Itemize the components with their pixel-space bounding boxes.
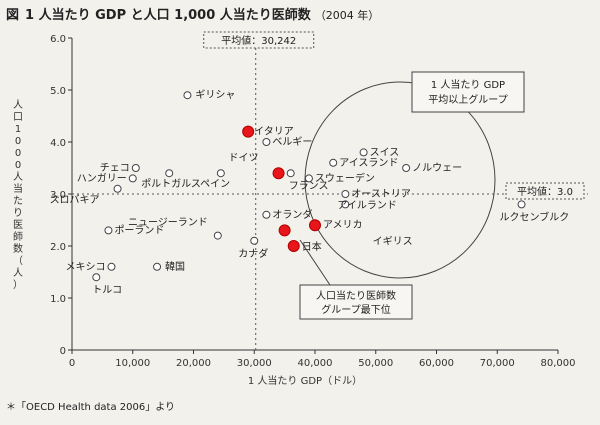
data-point-label: ギリシャ [195, 89, 235, 101]
doctor-group-callout-box [299, 284, 413, 320]
data-point-label: スウェーデン [315, 171, 375, 184]
data-point-label: アメリカ [323, 219, 363, 231]
data-point-label: イギリス [373, 235, 413, 247]
x-mean-label: 平均値：30,242 [221, 34, 296, 47]
data-point [341, 200, 350, 209]
data-point [216, 169, 225, 178]
highlighted-data-point [272, 167, 285, 180]
data-point [113, 184, 122, 193]
data-point [286, 169, 295, 178]
data-point-label: 韓国 [165, 261, 185, 273]
highlighted-data-point [287, 240, 300, 252]
source-note: ＊「OECD Health data 2006」より [6, 402, 176, 413]
x-tick-label: 80,000 [541, 358, 576, 369]
y-tick-label: 6.0 [50, 34, 66, 45]
x-tick-label: 20,000 [176, 358, 211, 369]
data-point-label: カナダ [238, 247, 268, 260]
data-point [213, 231, 222, 240]
y-tick-label: 3.0 [50, 190, 66, 201]
figure-title-block: 図 1 人当たり GDP と人口 1,000 人当たり医師数 （2004 年） [6, 4, 379, 23]
y-tick-label: 4.0 [50, 138, 66, 149]
data-point [92, 273, 101, 282]
highlighted-data-point [309, 219, 321, 232]
data-point [329, 158, 338, 167]
highlighted-data-point [242, 125, 255, 138]
data-point-label: ドイツ [229, 153, 259, 164]
data-point [262, 138, 271, 146]
y-tick-label: 2.0 [50, 242, 66, 253]
doctor-group-callout-line: 人口当たり医師数 [316, 289, 396, 302]
data-point [131, 164, 140, 172]
data-point-label: ルクセンブルク [500, 210, 570, 223]
data-point [153, 262, 162, 271]
data-point-label: ノルウェー [412, 162, 462, 174]
y-axis-title: 人口 1 0 0 0 人当たり医師数（人） [13, 99, 23, 291]
data-point-label: オランダ [272, 208, 312, 221]
gdp-group-callout-line: 1 人当たり GDP [431, 78, 505, 91]
data-point-label: チェコ [100, 162, 130, 174]
data-point [250, 236, 259, 245]
data-point [402, 164, 411, 172]
data-point-label: トルコ [92, 285, 122, 296]
doctor-group-callout-line: グループ最下位 [321, 303, 390, 316]
x-tick-label: 70,000 [480, 358, 515, 369]
y-tick-label: 5.0 [50, 86, 66, 97]
data-point [341, 190, 350, 198]
y-mean-label-box [505, 182, 585, 200]
x-axis-title: 1 人当たり GDP（ドル） [248, 374, 362, 387]
data-point [107, 262, 116, 271]
x-tick-label: 30,000 [237, 358, 272, 369]
highlighted-data-point [278, 224, 291, 237]
x-tick-label: 10,000 [115, 358, 150, 369]
y-mean-label: 平均値：3.0 [517, 185, 573, 198]
data-point-label: ニュージーランド [128, 217, 208, 229]
data-point-label: ポーランド [114, 224, 164, 236]
data-point [262, 210, 271, 219]
data-point [359, 148, 368, 157]
data-point-label: スロバキア [50, 194, 100, 206]
data-point [104, 226, 113, 235]
data-point [183, 91, 192, 100]
x-tick-label: 50,000 [358, 358, 393, 369]
gdp-group-callout-box [411, 71, 525, 113]
data-point-label: イタリア [254, 126, 294, 138]
data-point [517, 200, 526, 209]
chart-subtitle: （2004 年） [314, 9, 380, 22]
data-point-label: スイス [370, 147, 400, 158]
gdp-group-callout-line: 平均以上グループ [428, 93, 507, 106]
gdp-group-ellipse [304, 81, 496, 279]
chart-title: 1 人当たり GDP と人口 1,000 人当たり医師数 [25, 8, 311, 23]
data-point [304, 174, 313, 183]
x-mean-label-box [203, 31, 315, 49]
data-point-label: ハンガリー [77, 172, 127, 184]
y-tick-label: 1.0 [50, 294, 66, 305]
doctor-group-pointer [299, 239, 331, 286]
x-tick-label: 0 [69, 358, 75, 369]
data-point [165, 169, 174, 178]
x-tick-label: 60,000 [419, 358, 454, 369]
data-point-label: フランス [289, 180, 329, 192]
figure-number: 図 [6, 8, 20, 23]
data-point-label: 日本 [302, 240, 322, 253]
data-point-label: ポルトガル [141, 178, 191, 190]
y-tick-label: 0 [60, 346, 66, 357]
data-point-label: アイルランド [337, 199, 397, 211]
data-point-label: オーストリア [351, 188, 411, 200]
x-tick-label: 40,000 [298, 358, 333, 369]
data-point-label: スペイン [191, 179, 230, 190]
data-point [128, 174, 137, 183]
data-point-label: メキシコ [65, 262, 105, 273]
data-point-label: ベルギー [272, 136, 312, 148]
data-point-label: アイスランド [339, 157, 398, 169]
